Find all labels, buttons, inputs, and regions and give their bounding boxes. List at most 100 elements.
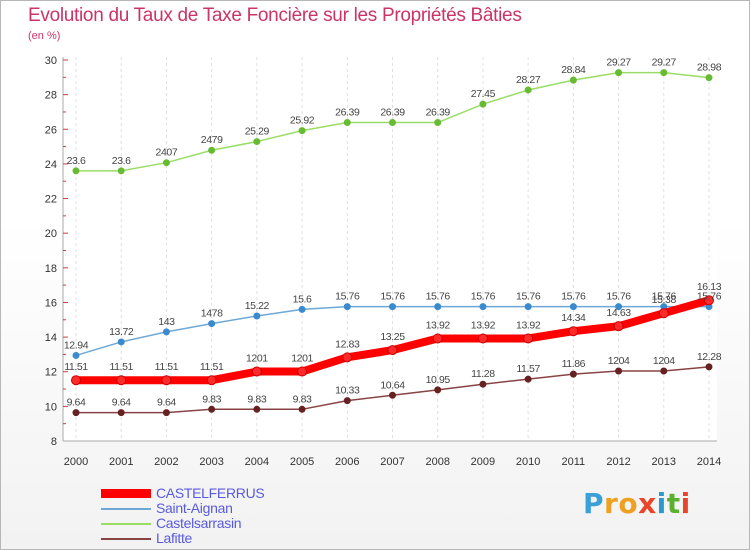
x-tick-label: 2004 bbox=[245, 456, 269, 468]
data-point-lafitte bbox=[162, 409, 170, 417]
data-label-saint-aignan: 15.22 bbox=[245, 300, 270, 312]
data-label-castelferrus: 11.51 bbox=[155, 361, 179, 373]
data-label-saint-aignan: 15.76 bbox=[471, 291, 496, 303]
data-label-castelsarrasin: 2479 bbox=[201, 134, 223, 146]
y-tick-label: 24 bbox=[45, 159, 57, 171]
legend-swatch bbox=[101, 489, 151, 498]
data-point-saint-aignan bbox=[253, 312, 261, 320]
data-label-saint-aignan: 15.76 bbox=[652, 291, 677, 303]
data-point-lafitte bbox=[117, 409, 125, 417]
data-point-lafitte bbox=[253, 405, 261, 413]
data-point-castelferrus bbox=[116, 375, 127, 386]
data-label-lafitte: 9.64 bbox=[67, 397, 86, 409]
data-label-saint-aignan: 15.76 bbox=[516, 291, 541, 303]
data-label-saint-aignan: 15.76 bbox=[380, 291, 405, 303]
data-label-castelferrus: 1201 bbox=[291, 353, 313, 365]
x-tick-label: 2000 bbox=[64, 456, 88, 468]
data-label-saint-aignan: 15.76 bbox=[697, 291, 722, 303]
data-point-lafitte bbox=[524, 375, 532, 383]
data-point-castelferrus bbox=[161, 375, 172, 386]
y-tick-label: 12 bbox=[45, 367, 57, 379]
data-point-castelsarrasin bbox=[615, 69, 623, 77]
data-point-castelsarrasin bbox=[434, 119, 442, 127]
legend-swatch bbox=[101, 508, 151, 510]
data-point-saint-aignan bbox=[343, 303, 351, 311]
data-point-saint-aignan bbox=[479, 303, 487, 311]
data-label-lafitte: 12.28 bbox=[697, 351, 722, 363]
data-label-saint-aignan: 15.76 bbox=[561, 291, 586, 303]
y-tick-label: 8 bbox=[51, 436, 57, 448]
data-label-castelsarrasin: 29.27 bbox=[606, 57, 631, 69]
y-tick-label: 20 bbox=[45, 228, 57, 240]
data-point-lafitte bbox=[479, 380, 487, 388]
data-label-castelferrus: 11.51 bbox=[109, 361, 133, 373]
data-point-castelferrus bbox=[387, 345, 398, 356]
x-tick-label: 2010 bbox=[516, 456, 540, 468]
data-point-saint-aignan bbox=[298, 305, 306, 313]
y-tick-label: 30 bbox=[45, 55, 57, 67]
x-tick-label: 2003 bbox=[199, 456, 223, 468]
data-point-saint-aignan bbox=[72, 351, 80, 359]
data-label-lafitte: 9.83 bbox=[202, 393, 221, 405]
y-tick-label: 10 bbox=[45, 401, 57, 413]
x-tick-label: 2006 bbox=[335, 456, 359, 468]
x-tick-label: 2009 bbox=[471, 456, 495, 468]
data-point-saint-aignan bbox=[162, 328, 170, 336]
data-label-castelferrus: 13.92 bbox=[516, 319, 541, 331]
x-tick-label: 2012 bbox=[606, 456, 630, 468]
data-point-saint-aignan bbox=[569, 303, 577, 311]
data-point-saint-aignan bbox=[434, 303, 442, 311]
data-label-castelferrus: 13.92 bbox=[471, 319, 496, 331]
proxiti-logo: Proxiti bbox=[583, 487, 691, 520]
data-point-castelferrus bbox=[477, 333, 488, 344]
data-point-castelferrus bbox=[523, 333, 534, 344]
x-tick-label: 2011 bbox=[562, 456, 586, 468]
data-point-castelsarrasin bbox=[253, 138, 261, 146]
data-label-castelsarrasin: 28.84 bbox=[561, 64, 586, 76]
data-label-saint-aignan: 143 bbox=[158, 316, 175, 328]
data-label-lafitte: 11.86 bbox=[562, 358, 586, 370]
data-point-lafitte bbox=[389, 391, 396, 399]
data-label-castelferrus: 11.51 bbox=[64, 361, 88, 373]
data-label-lafitte: 1204 bbox=[608, 355, 630, 367]
data-label-lafitte: 10.95 bbox=[426, 374, 451, 386]
data-point-saint-aignan bbox=[117, 338, 125, 346]
data-label-castelsarrasin: 23.6 bbox=[67, 155, 86, 167]
data-label-castelferrus: 1201 bbox=[246, 353, 268, 365]
data-label-lafitte: 1204 bbox=[653, 355, 675, 367]
data-label-castelsarrasin: 29.27 bbox=[652, 57, 677, 69]
data-point-castelferrus bbox=[71, 375, 81, 386]
data-label-castelferrus: 12.83 bbox=[335, 338, 360, 350]
data-point-lafitte bbox=[434, 386, 442, 394]
y-tick-label: 26 bbox=[45, 124, 57, 136]
data-point-castelferrus bbox=[342, 352, 353, 363]
data-label-saint-aignan: 15.76 bbox=[426, 291, 451, 303]
data-point-lafitte bbox=[569, 370, 577, 378]
x-tick-label: 2001 bbox=[109, 456, 133, 468]
data-label-lafitte: 11.57 bbox=[516, 363, 540, 375]
data-point-castelsarrasin bbox=[479, 100, 487, 108]
data-point-lafitte bbox=[705, 363, 713, 371]
data-point-castelsarrasin bbox=[298, 127, 306, 135]
data-label-castelsarrasin: 28.98 bbox=[697, 62, 722, 74]
data-point-saint-aignan bbox=[615, 303, 623, 311]
data-point-castelferrus bbox=[297, 366, 308, 377]
data-point-lafitte bbox=[660, 367, 668, 375]
x-tick-label: 2014 bbox=[697, 456, 721, 468]
data-point-castelsarrasin bbox=[569, 76, 577, 84]
y-tick-label: 14 bbox=[45, 332, 57, 344]
data-point-castelferrus bbox=[206, 375, 217, 386]
data-label-castelsarrasin: 26.39 bbox=[335, 107, 360, 119]
data-label-saint-aignan: 1478 bbox=[201, 308, 223, 320]
data-label-lafitte: 9.83 bbox=[247, 393, 266, 405]
data-label-castelsarrasin: 23.6 bbox=[112, 155, 131, 167]
data-label-castelferrus: 14.63 bbox=[606, 307, 631, 319]
legend-swatch bbox=[101, 538, 151, 540]
data-label-saint-aignan: 13.72 bbox=[109, 326, 134, 338]
data-label-saint-aignan: 15.76 bbox=[606, 291, 631, 303]
y-tick-label: 16 bbox=[45, 297, 57, 309]
data-label-castelferrus: 11.51 bbox=[200, 361, 224, 373]
chart-title: Evolution du Taux de Taxe Foncière sur l… bbox=[28, 5, 522, 26]
data-label-castelferrus: 13.92 bbox=[426, 319, 451, 331]
